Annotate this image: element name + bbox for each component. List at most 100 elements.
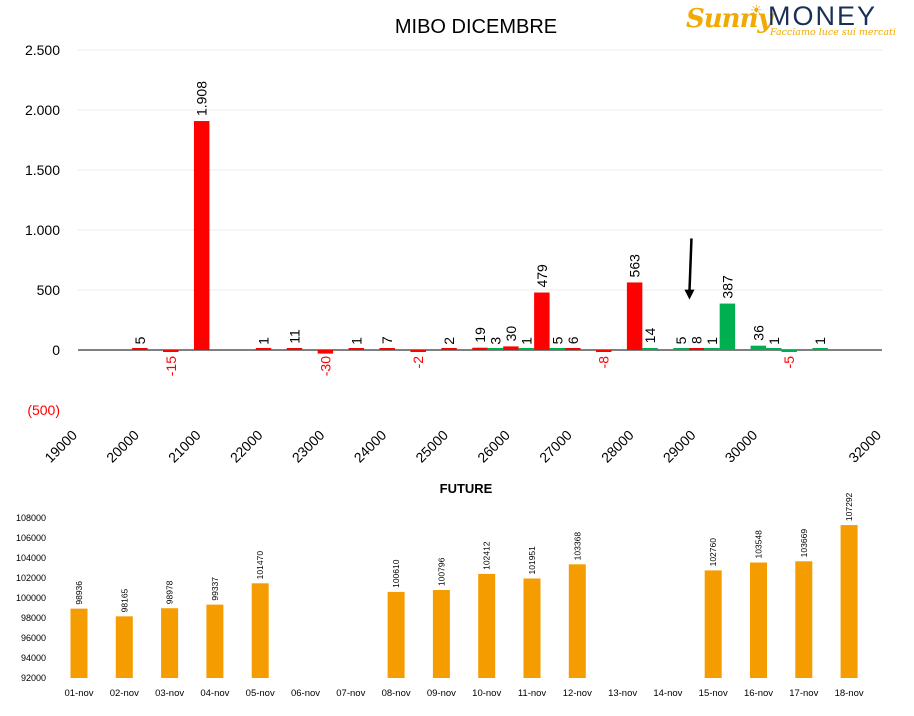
logo-word-sunny: Sunny	[686, 4, 773, 34]
x-tick-label: 17-nov	[789, 688, 818, 699]
bar	[673, 348, 689, 350]
bar	[503, 346, 519, 350]
data-label: 5	[549, 336, 565, 344]
data-label: 102412	[482, 541, 492, 570]
data-label: 1	[348, 337, 364, 345]
x-tick-label: 27000	[536, 427, 575, 466]
data-label: 5	[673, 336, 689, 344]
bar	[432, 590, 450, 678]
bar	[161, 608, 179, 678]
bar	[317, 350, 334, 354]
y-tick-label: 1.000	[25, 222, 60, 238]
data-label: 6	[565, 336, 581, 344]
y-tick-label: (500)	[27, 402, 60, 418]
x-tick-label: 26000	[474, 427, 513, 466]
x-tick-label: 06-nov	[291, 688, 320, 699]
annotation-arrow-head	[684, 289, 695, 300]
data-label: 7	[379, 336, 395, 344]
data-label: -2	[410, 356, 426, 369]
sun-icon: ☀	[750, 2, 763, 18]
data-label: 3	[487, 337, 503, 345]
x-tick-label: 19000	[41, 427, 80, 466]
y-tick-label: 500	[37, 282, 61, 298]
data-label: 101951	[527, 546, 537, 575]
bar	[750, 562, 767, 678]
data-label: 103548	[754, 530, 764, 559]
future-chart-title: FUTURE	[440, 481, 493, 496]
data-label: 1	[518, 337, 534, 345]
y-tick-label: 2.500	[25, 42, 60, 58]
x-tick-label: 05-nov	[246, 688, 275, 699]
y-tick-label: 2.000	[25, 102, 60, 118]
y-tick-label: 102000	[16, 573, 46, 583]
x-tick-label: 18-nov	[835, 688, 864, 699]
data-label: 5	[132, 336, 148, 344]
bar	[410, 350, 426, 352]
bar	[523, 578, 541, 678]
x-tick-label: 09-nov	[427, 688, 456, 699]
data-label: 19	[472, 327, 488, 343]
data-label: 103368	[572, 532, 582, 561]
x-tick-label: 16-nov	[744, 688, 773, 699]
logo-word-money: MONEY	[768, 1, 878, 31]
x-tick-label: 25000	[412, 427, 451, 466]
data-label: -30	[317, 356, 333, 376]
data-label: 103669	[799, 529, 809, 558]
x-tick-label: 32000	[845, 427, 884, 466]
bar	[193, 121, 210, 350]
bar	[595, 350, 612, 352]
bar	[795, 561, 813, 678]
bar	[719, 303, 736, 350]
data-label: 30	[503, 326, 519, 342]
annotation-arrow-shaft	[688, 238, 693, 292]
x-tick-label: 03-nov	[155, 688, 184, 699]
x-tick-label: 14-nov	[653, 688, 682, 699]
bar	[549, 348, 566, 350]
x-tick-label: 23000	[289, 427, 328, 466]
data-label: -5	[781, 356, 797, 369]
data-label: 1	[766, 337, 782, 345]
x-tick-label: 24000	[351, 427, 390, 466]
data-label: 100610	[391, 559, 401, 588]
data-label: 1	[812, 337, 828, 345]
x-tick-label: 07-nov	[336, 688, 365, 699]
bar	[704, 348, 720, 350]
data-label: 100796	[436, 557, 446, 586]
data-label: 36	[750, 325, 766, 341]
x-tick-label: 15-nov	[699, 688, 728, 699]
bar	[840, 525, 858, 678]
y-tick-label: 106000	[16, 533, 46, 543]
x-tick-label: 04-nov	[200, 688, 229, 699]
data-label: 11	[286, 329, 302, 344]
bar	[132, 348, 148, 350]
x-tick-label: 01-nov	[64, 688, 93, 699]
bar	[478, 573, 496, 678]
bar	[568, 564, 586, 678]
x-tick-label: 28000	[598, 427, 637, 466]
bar	[518, 348, 535, 350]
x-tick-label: 11-nov	[518, 688, 547, 699]
bar	[472, 347, 488, 350]
bar	[70, 608, 88, 678]
bar	[766, 348, 782, 350]
mibo-oi-chart: MIBO DICEMBRE (500) 0 500 1.000 1.500 2.000 2.…	[25, 16, 884, 466]
data-label: -15	[163, 356, 179, 376]
bar	[255, 348, 272, 350]
x-tick-label: 21000	[165, 427, 204, 466]
x-tick-label: 02-nov	[110, 688, 139, 699]
logo-tagline: Facciamo luce sui mercati	[770, 27, 896, 38]
data-label: 563	[627, 254, 643, 278]
data-label: 1	[256, 337, 272, 345]
data-label: 1.908	[194, 81, 210, 116]
bar	[487, 348, 504, 350]
bar	[688, 348, 705, 350]
data-label: 98936	[74, 581, 84, 605]
sunny-money-logo: Sunny ☀ MONEY Facciamo luce sui mercati	[686, 1, 896, 40]
y-tick-label: 0	[52, 342, 60, 358]
bar	[348, 348, 365, 350]
y-tick-label: 104000	[16, 553, 46, 563]
x-tick-label: 12-nov	[563, 688, 592, 699]
data-label: 102760	[708, 538, 718, 567]
bar	[163, 350, 179, 352]
x-tick-label: 30000	[722, 427, 761, 466]
